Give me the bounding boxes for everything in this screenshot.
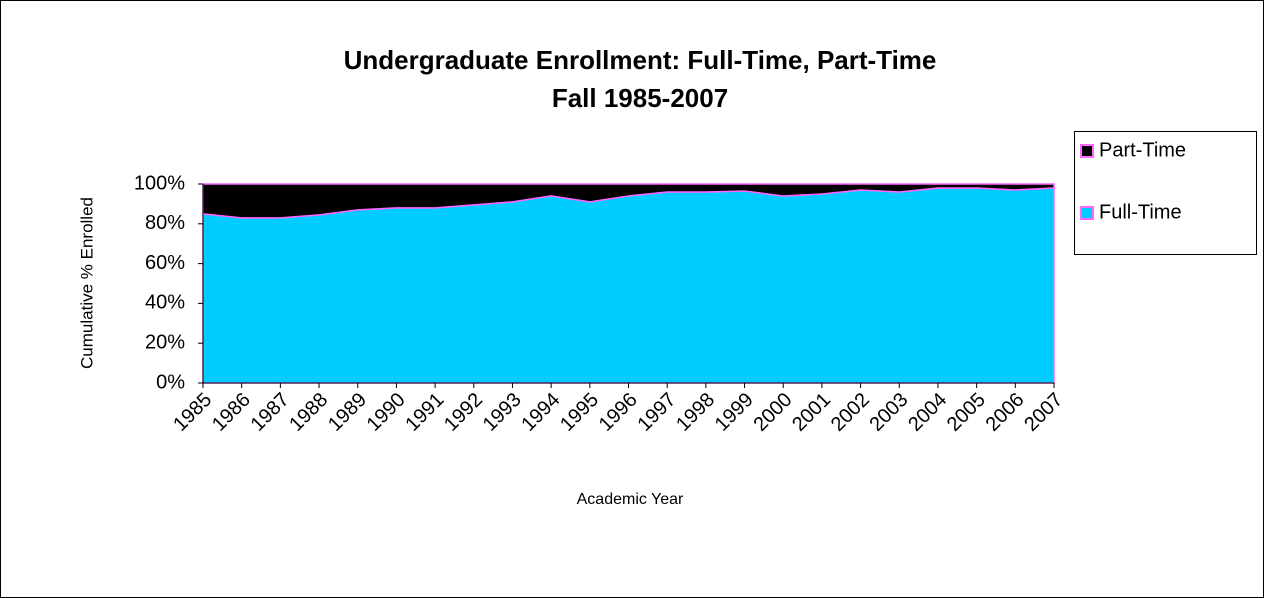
- legend-box: [1074, 131, 1257, 255]
- chart-title: Undergraduate Enrollment: Full-Time, Par…: [344, 45, 937, 75]
- chart-subtitle: Fall 1985-2007: [552, 83, 728, 113]
- y-tick-label: 60%: [145, 252, 185, 274]
- legend-swatch: [1080, 144, 1094, 158]
- area: [202, 183, 1055, 219]
- legend-label: Full-Time: [1099, 201, 1182, 223]
- area: [202, 187, 1055, 384]
- y-tick-label: 80%: [145, 212, 185, 234]
- legend-swatch: [1080, 206, 1094, 220]
- y-tick-label: 100%: [134, 172, 185, 194]
- y-tick-label: 0%: [156, 371, 185, 393]
- y-tick-label: 40%: [145, 292, 185, 314]
- legend-label: Part-Time: [1099, 139, 1186, 161]
- x-axis-title: Academic Year: [577, 491, 684, 508]
- y-axis-title: Cumulative % Enrolled: [77, 197, 96, 369]
- y-tick-label: 20%: [145, 331, 185, 353]
